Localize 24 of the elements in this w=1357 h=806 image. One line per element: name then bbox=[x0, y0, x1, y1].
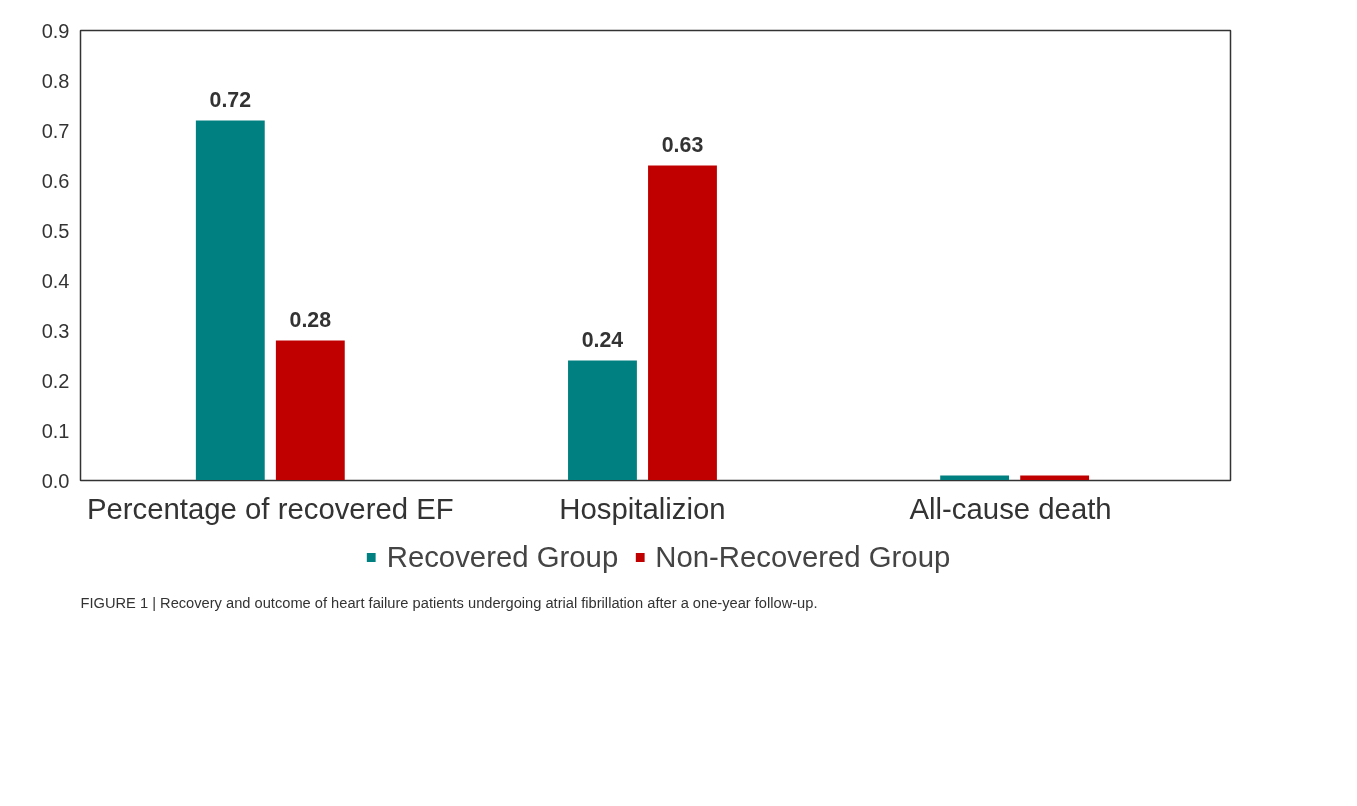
y-tick-label: 0.9 bbox=[41, 19, 70, 42]
y-tick-label: 0.0 bbox=[41, 469, 70, 492]
x-tick-label: All-cause death bbox=[909, 491, 1112, 525]
legend-label: Recovered Group bbox=[386, 540, 619, 574]
data-label: 0.24 bbox=[581, 327, 624, 352]
data-label: 0.63 bbox=[661, 132, 704, 157]
y-tick-label: 0.3 bbox=[41, 319, 70, 342]
bar bbox=[195, 120, 265, 481]
y-tick-label: 0.1 bbox=[41, 419, 70, 442]
y-tick-label: 0.5 bbox=[41, 219, 70, 242]
legend-label: Non-Recovered Group bbox=[655, 540, 951, 574]
caption: FIGURE 1 | Recovery and outcome of heart failure patients undergoing atrial fibrillation after a one-year follow-up. bbox=[80, 594, 818, 611]
y-tick-label: 0.6 bbox=[41, 169, 70, 192]
x-tick-label: Hospitalizion bbox=[559, 491, 726, 525]
bar bbox=[275, 340, 345, 481]
y-tick-label: 0.8 bbox=[41, 69, 70, 92]
bar bbox=[568, 360, 637, 481]
bar bbox=[648, 165, 717, 481]
data-label: 0.28 bbox=[289, 307, 332, 332]
x-tick-label: Percentage of recovered EF bbox=[86, 491, 454, 525]
data-label: 0.72 bbox=[209, 87, 252, 112]
y-tick-label: 0.7 bbox=[41, 119, 70, 142]
y-tick-label: 0.2 bbox=[41, 369, 70, 392]
y-tick-label: 0.4 bbox=[41, 269, 70, 292]
